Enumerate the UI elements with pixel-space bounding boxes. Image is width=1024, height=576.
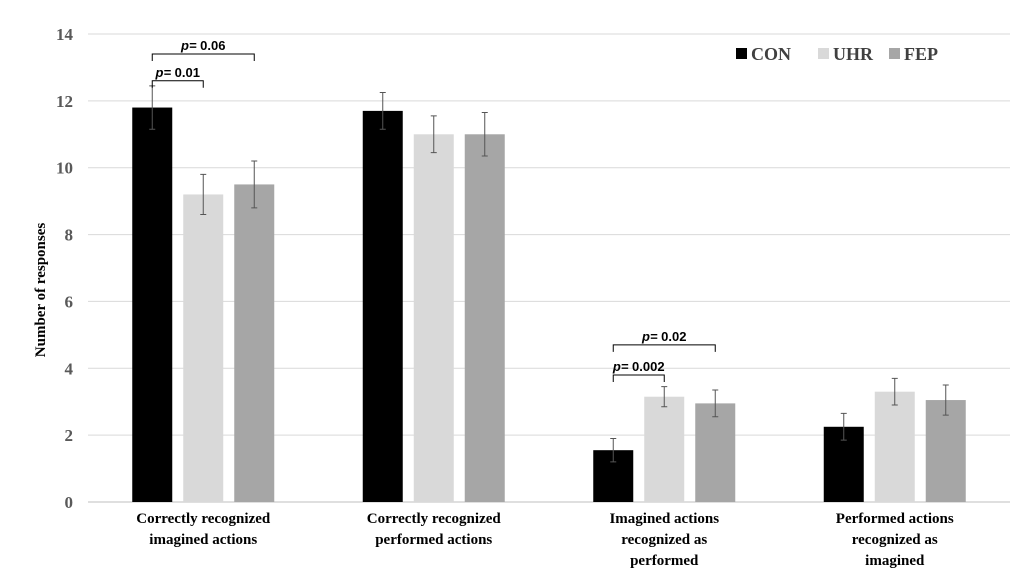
significance-bracket (612, 374, 665, 382)
error-bar (430, 115, 437, 154)
error-bar (200, 173, 207, 216)
error-bar (379, 92, 386, 130)
category-label: Correctly recognized (367, 511, 502, 527)
error-bar (251, 160, 258, 209)
bar-uhr (183, 194, 224, 502)
error-bar (942, 384, 949, 416)
p-value-label: p= 0.002 (612, 359, 665, 374)
legend-swatch-uhr (818, 48, 829, 59)
bars (132, 107, 966, 503)
y-axis-label: Number of responses (33, 223, 49, 358)
error-bar (840, 412, 847, 441)
significance-bracket (151, 80, 204, 88)
y-tick-label: 14 (56, 25, 74, 44)
error-bar (610, 437, 617, 463)
y-axis-ticks: 0 2 4 6 8 10 12 14 (56, 25, 74, 512)
category-label: performed actions (375, 532, 492, 548)
error-bar (712, 389, 719, 418)
legend-swatch-fep (889, 48, 900, 59)
bar-fep (695, 403, 736, 502)
bar-fep (925, 400, 966, 502)
category-label: Imagined actions (609, 511, 719, 527)
category-label: imagined (865, 553, 925, 569)
y-tick-label: 0 (65, 493, 74, 512)
category-label: Correctly recognized (136, 511, 271, 527)
category-label: recognized as (852, 532, 938, 548)
p-value-label: p= 0.01 (155, 65, 200, 80)
category-label: Performed actions (836, 511, 954, 527)
bar-uhr (874, 391, 915, 502)
y-tick-label: 10 (56, 159, 73, 178)
bar-uhr (413, 134, 454, 503)
significance-bracket (151, 53, 255, 62)
error-bar (661, 386, 668, 408)
bar-con (132, 107, 173, 503)
bar-fep (234, 184, 275, 502)
significance-bracket (612, 344, 716, 352)
p-value-label: p= 0.02 (641, 329, 686, 344)
category-label: performed (630, 553, 699, 569)
bar-con (362, 110, 403, 502)
y-tick-label: 4 (65, 359, 74, 378)
gridlines (88, 33, 1010, 503)
bar-uhr (644, 396, 685, 502)
category-label: imagined actions (149, 532, 257, 548)
legend: CON UHR FEP (736, 44, 938, 64)
p-value-label: p= 0.06 (180, 38, 225, 53)
y-tick-label: 12 (56, 92, 73, 111)
x-axis-category-labels: Correctly recognized imagined actions Corr… (136, 511, 954, 569)
legend-label-uhr: UHR (833, 44, 874, 64)
legend-label-con: CON (751, 44, 791, 64)
bar-fep (464, 134, 505, 503)
y-tick-label: 6 (65, 292, 74, 311)
y-tick-label: 2 (65, 426, 74, 445)
legend-label-fep: FEP (904, 44, 938, 64)
y-tick-label: 8 (65, 226, 74, 245)
error-bar (891, 377, 898, 406)
error-bar (481, 112, 488, 157)
category-label: recognized as (621, 532, 707, 548)
legend-swatch-con (736, 48, 747, 59)
significance-annotations: p= 0.06 p= 0.01 p= 0.02 p= 0.002 (151, 38, 716, 382)
